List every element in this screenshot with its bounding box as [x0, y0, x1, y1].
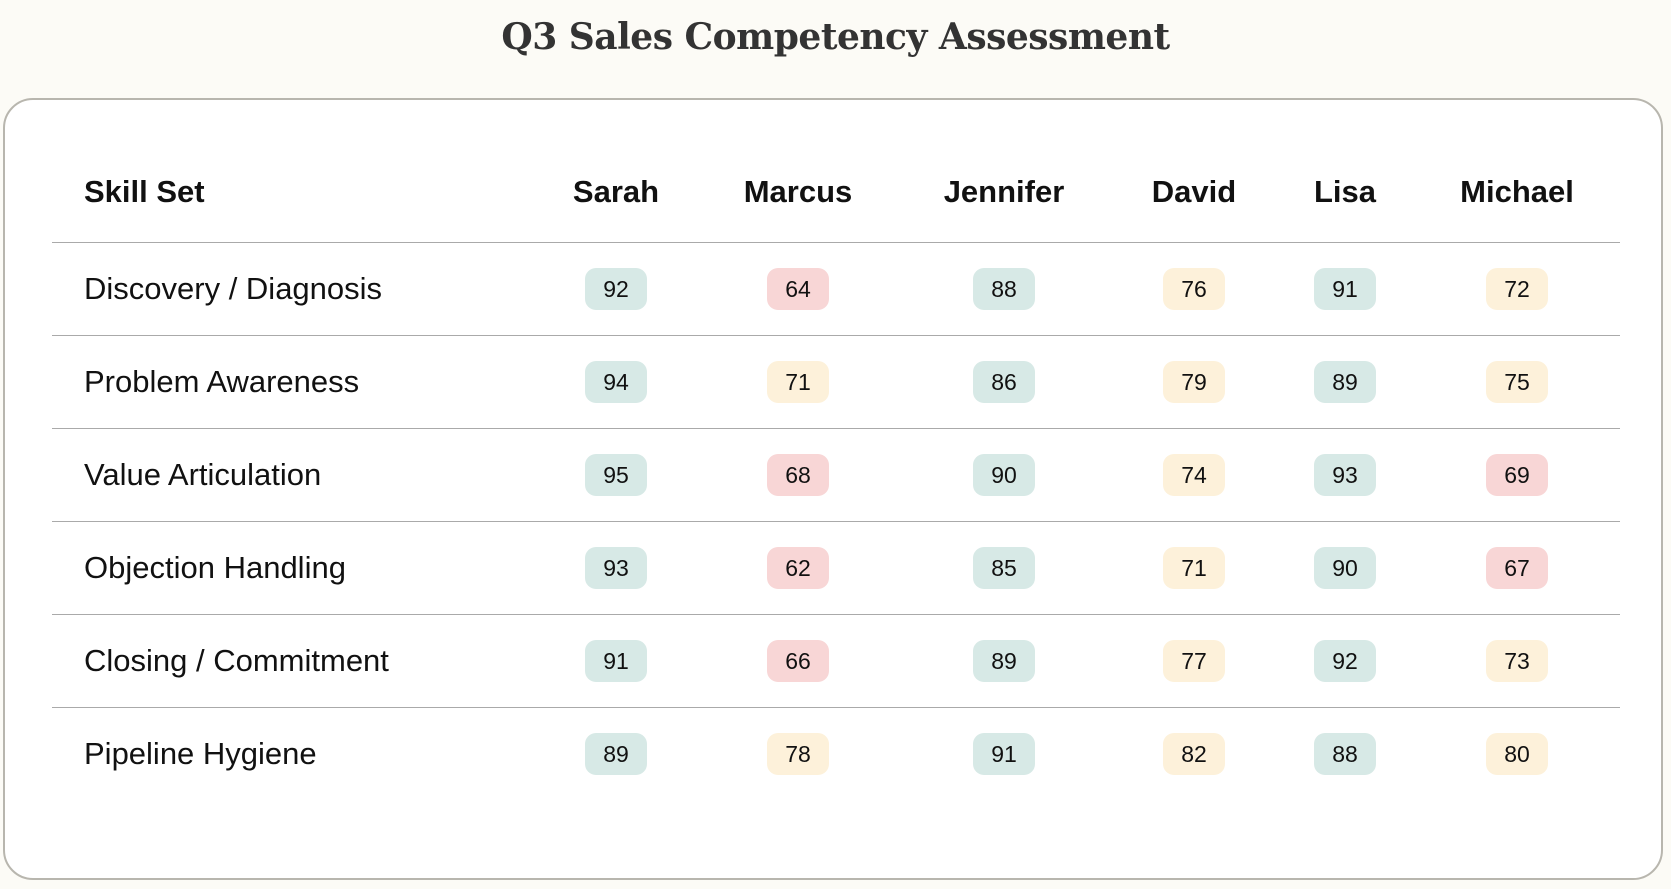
header-sarah: Sarah	[572, 174, 660, 209]
score-cell: 74	[1163, 453, 1225, 496]
page-title: Q3 Sales Competency Assessment	[501, 16, 1170, 58]
score-cell: 75	[1486, 360, 1548, 403]
score-cell: 91	[1314, 267, 1376, 310]
score-badge-michael: 72	[1486, 267, 1548, 310]
score-cell: 69	[1486, 453, 1548, 496]
score-badge-sarah: 91	[585, 639, 647, 682]
score-cell: 86	[973, 360, 1035, 403]
score-cell: 85	[973, 546, 1035, 589]
score-badge-david: 74	[1163, 453, 1225, 496]
table-row: Pipeline Hygiene 89 78 91 82 88 80	[52, 707, 1620, 800]
score-badge-lisa: 88	[1314, 732, 1376, 775]
score-cell: 93	[1314, 453, 1376, 496]
table-row: Value Articulation 95 68 90 74 93 69	[52, 428, 1620, 522]
score-badge-michael: 80	[1486, 732, 1548, 775]
table-row: Problem Awareness 94 71 86 79 89 75	[52, 335, 1620, 429]
skill-name: Value Articulation	[84, 456, 322, 492]
score-cell: 94	[585, 360, 647, 403]
score-badge-jennifer: 91	[973, 732, 1035, 775]
table-row: Objection Handling 93 62 85 71 90 67	[52, 521, 1620, 615]
score-cell: 79	[1163, 360, 1225, 403]
table-row: Closing / Commitment 91 66 89 77 92 73	[52, 614, 1620, 708]
skill-name: Discovery / Diagnosis	[84, 270, 383, 306]
score-badge-marcus: 62	[767, 546, 829, 589]
header-lisa: Lisa	[1313, 174, 1377, 209]
header-david: David	[1151, 174, 1237, 209]
score-cell: 90	[1314, 546, 1376, 589]
score-cell: 62	[767, 546, 829, 589]
assessment-table-card: Skill Set Sarah Marcus Jennifer David Lisa Mi…	[3, 98, 1663, 880]
score-badge-sarah: 95	[585, 453, 647, 496]
score-badge-lisa: 90	[1314, 546, 1376, 589]
skill-name: Problem Awareness	[84, 363, 360, 399]
header-michael: Michael	[1460, 174, 1574, 209]
score-badge-michael: 67	[1486, 546, 1548, 589]
score-cell: 77	[1163, 639, 1225, 682]
header-jennifer: Jennifer	[943, 174, 1065, 209]
score-badge-david: 77	[1163, 639, 1225, 682]
score-cell: 88	[1314, 732, 1376, 775]
score-cell: 72	[1486, 267, 1548, 310]
skill-name: Objection Handling	[84, 549, 346, 585]
score-badge-david: 79	[1163, 360, 1225, 403]
score-cell: 82	[1163, 732, 1225, 775]
score-badge-sarah: 92	[585, 267, 647, 310]
score-badge-michael: 73	[1486, 639, 1548, 682]
score-badge-michael: 69	[1486, 453, 1548, 496]
score-badge-lisa: 92	[1314, 639, 1376, 682]
score-cell: 89	[585, 732, 647, 775]
score-badge-marcus: 64	[767, 267, 829, 310]
score-cell: 73	[1486, 639, 1548, 682]
score-cell: 76	[1163, 267, 1225, 310]
score-badge-lisa: 91	[1314, 267, 1376, 310]
score-badge-jennifer: 89	[973, 639, 1035, 682]
score-badge-david: 82	[1163, 732, 1225, 775]
score-badge-jennifer: 86	[973, 360, 1035, 403]
header-skill-set: Skill Set	[84, 174, 205, 209]
score-badge-marcus: 71	[767, 360, 829, 403]
score-badge-sarah: 89	[585, 732, 647, 775]
score-badge-sarah: 93	[585, 546, 647, 589]
score-badge-jennifer: 90	[973, 453, 1035, 496]
score-cell: 88	[973, 267, 1035, 310]
score-cell: 92	[585, 267, 647, 310]
table-header-row: Skill Set Sarah Marcus Jennifer David Lisa Mi…	[52, 142, 1620, 243]
skill-name: Pipeline Hygiene	[84, 735, 317, 771]
score-cell: 89	[1314, 360, 1376, 403]
score-cell: 68	[767, 453, 829, 496]
score-badge-marcus: 78	[767, 732, 829, 775]
score-badge-sarah: 94	[585, 360, 647, 403]
header-marcus: Marcus	[743, 174, 853, 209]
score-cell: 91	[973, 732, 1035, 775]
score-cell: 92	[1314, 639, 1376, 682]
score-badge-jennifer: 85	[973, 546, 1035, 589]
score-badge-marcus: 68	[767, 453, 829, 496]
score-badge-marcus: 66	[767, 639, 829, 682]
score-badge-david: 76	[1163, 267, 1225, 310]
score-cell: 64	[767, 267, 829, 310]
score-cell: 89	[973, 639, 1035, 682]
score-cell: 91	[585, 639, 647, 682]
score-cell: 93	[585, 546, 647, 589]
score-badge-michael: 75	[1486, 360, 1548, 403]
score-badge-lisa: 93	[1314, 453, 1376, 496]
score-cell: 71	[1163, 546, 1225, 589]
score-cell: 67	[1486, 546, 1548, 589]
score-badge-david: 71	[1163, 546, 1225, 589]
table-row: Discovery / Diagnosis 92 64 88 76 91 72	[52, 242, 1620, 336]
score-cell: 80	[1486, 732, 1548, 775]
skill-name: Closing / Commitment	[84, 642, 389, 678]
score-cell: 66	[767, 639, 829, 682]
score-cell: 78	[767, 732, 829, 775]
score-cell: 95	[585, 453, 647, 496]
score-badge-jennifer: 88	[973, 267, 1035, 310]
score-badge-lisa: 89	[1314, 360, 1376, 403]
score-cell: 71	[767, 360, 829, 403]
score-cell: 90	[973, 453, 1035, 496]
